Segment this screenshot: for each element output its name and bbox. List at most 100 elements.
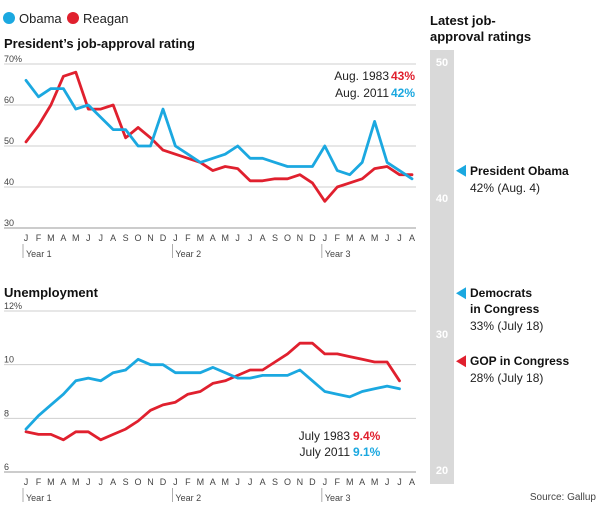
legend-swatch-obama <box>3 12 15 24</box>
x-tick-label: S <box>272 233 278 243</box>
series-line-obama <box>24 79 414 181</box>
year-label: Year 3 <box>325 493 351 503</box>
unemployment-annotations: July 1983 9.4% July 2011 9.1% <box>299 429 381 459</box>
x-tick-label: F <box>185 233 191 243</box>
annotation-label-obama: July 2011 <box>300 445 351 459</box>
rating-label: in Congress <box>470 302 540 316</box>
x-tick-label: F <box>335 233 341 243</box>
y-tick-label: 6 <box>4 462 9 472</box>
x-tick-label: N <box>297 477 304 487</box>
x-tick-label: F <box>335 477 341 487</box>
x-tick-label: J <box>248 233 253 243</box>
legend-label-obama: Obama <box>19 11 62 26</box>
x-tick-label: J <box>323 477 328 487</box>
x-tick-label: D <box>309 233 316 243</box>
y-tick-label: 30 <box>4 218 14 228</box>
annotation-label-reagan: July 1983 <box>299 429 351 443</box>
y-tick-label: 12% <box>4 301 22 311</box>
year-label: Year 1 <box>26 493 52 503</box>
x-tick-label: S <box>123 477 129 487</box>
x-tick-label: M <box>221 477 229 487</box>
x-tick-label: J <box>173 477 178 487</box>
scale-tick-label: 30 <box>436 329 448 341</box>
y-tick-label: 40 <box>4 177 14 187</box>
x-tick-label: A <box>60 477 66 487</box>
annotation-label-reagan: Aug. 1983 <box>334 69 389 83</box>
x-tick-label: D <box>309 477 316 487</box>
scale-tick-label: 40 <box>436 193 448 205</box>
x-tick-label: J <box>385 233 390 243</box>
x-tick-label: A <box>110 233 116 243</box>
series-line-reagan <box>24 70 414 203</box>
x-tick-label: A <box>409 233 415 243</box>
unemployment-y-ticks: 6 8 10 12% <box>4 301 22 472</box>
x-tick-label: J <box>86 477 91 487</box>
rating-value: 28% (July 18) <box>470 371 543 385</box>
x-tick-label: M <box>197 477 205 487</box>
x-tick-label: M <box>197 233 205 243</box>
x-tick-label: F <box>36 233 42 243</box>
rating-marker <box>456 287 466 300</box>
year-label: Year 2 <box>175 249 201 259</box>
x-tick-label: O <box>284 477 291 487</box>
approval-chart-title: President’s job-approval rating <box>4 36 195 51</box>
series-line-reagan <box>24 341 401 442</box>
x-tick-label: A <box>260 477 266 487</box>
x-tick-label: J <box>86 233 91 243</box>
x-tick-label: J <box>248 477 253 487</box>
x-tick-label: M <box>371 233 379 243</box>
x-tick-label: M <box>346 477 354 487</box>
rating-label: President Obama <box>470 164 569 178</box>
x-tick-label: M <box>72 233 80 243</box>
unemployment-year-labels: Year 1 Year 2 Year 3 <box>22 488 351 503</box>
x-tick-label: A <box>260 233 266 243</box>
x-tick-label: J <box>323 233 328 243</box>
source-note: Source: Gallup <box>530 492 597 503</box>
approval-annotations: Aug. 1983 43% Aug. 2011 42% <box>334 69 415 100</box>
x-tick-label: J <box>173 233 178 243</box>
x-tick-label: J <box>385 477 390 487</box>
rating-label: GOP in Congress <box>470 354 569 368</box>
latest-ratings-title-line-2: approval ratings <box>430 29 531 44</box>
x-tick-label: J <box>98 477 103 487</box>
x-tick-label: J <box>397 233 402 243</box>
x-tick-label: F <box>185 477 191 487</box>
x-tick-label: O <box>135 233 142 243</box>
y-tick-label: 70% <box>4 54 22 64</box>
ratings-markers: President Obama 42% (Aug. 4) Democrats in C… <box>456 164 569 385</box>
annotation-value-reagan: 9.4% <box>353 429 381 443</box>
year-label: Year 2 <box>175 493 201 503</box>
x-tick-label: J <box>24 477 29 487</box>
y-tick-label: 8 <box>4 408 9 418</box>
x-tick-label: N <box>297 233 304 243</box>
x-tick-label: J <box>235 233 240 243</box>
x-tick-label: A <box>110 477 116 487</box>
x-tick-label: M <box>47 233 55 243</box>
ratings-scale-ticks: 20 30 40 50 <box>436 57 448 477</box>
x-tick-label: A <box>210 477 216 487</box>
x-tick-label: M <box>346 233 354 243</box>
rating-value: 33% (July 18) <box>470 319 543 333</box>
latest-ratings-panel: Latest job- approval ratings 20 30 40 50 Pr… <box>430 13 569 484</box>
rating-label: Democrats <box>470 286 532 300</box>
y-tick-label: 60 <box>4 95 14 105</box>
x-tick-label: J <box>98 233 103 243</box>
x-tick-label: S <box>123 233 129 243</box>
year-label: Year 3 <box>325 249 351 259</box>
rating-value: 42% (Aug. 4) <box>470 181 540 195</box>
y-tick-label: 50 <box>4 136 14 146</box>
x-tick-label: A <box>409 477 415 487</box>
annotation-value-obama: 42% <box>391 86 415 100</box>
x-tick-label: A <box>359 233 365 243</box>
x-tick-label: A <box>359 477 365 487</box>
x-tick-label: S <box>272 477 278 487</box>
unemployment-chart-title: Unemployment <box>4 285 99 300</box>
x-tick-label: J <box>235 477 240 487</box>
x-tick-label: A <box>60 233 66 243</box>
x-tick-label: D <box>160 477 167 487</box>
rating-marker <box>456 164 466 177</box>
x-tick-label: N <box>147 477 154 487</box>
